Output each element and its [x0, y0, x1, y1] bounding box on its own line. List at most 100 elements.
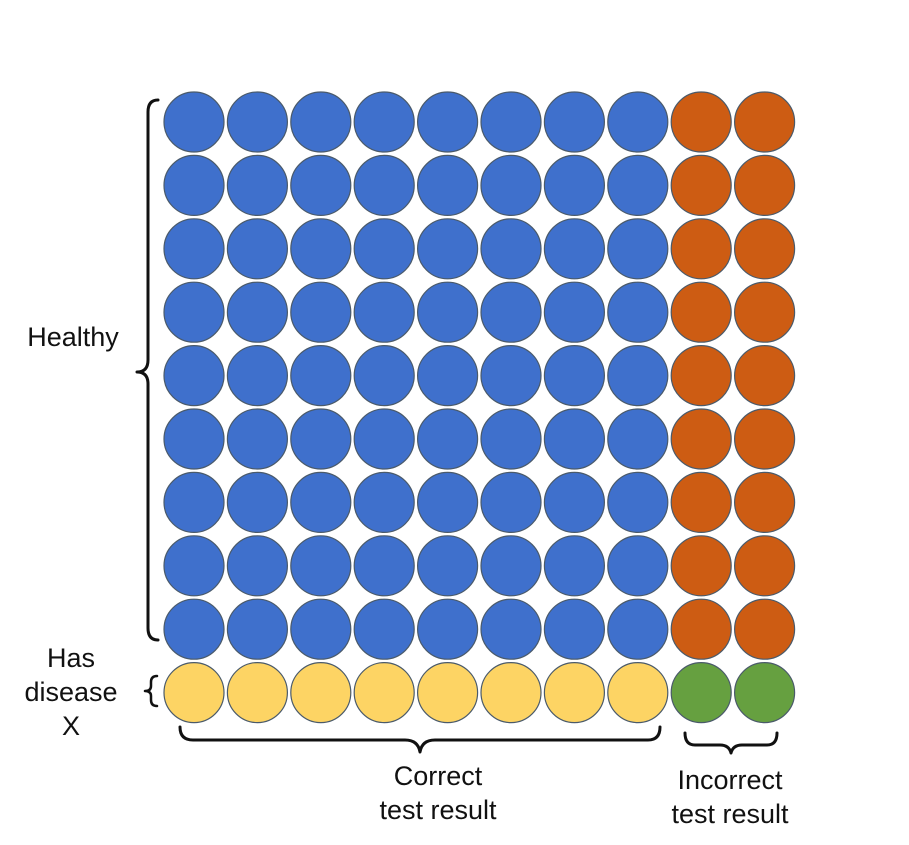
healthy-correct-dot	[543, 218, 606, 280]
healthy-correct-dot	[607, 345, 669, 407]
healthy-correct-dot	[480, 345, 542, 407]
healthy-correct-dot	[290, 408, 352, 470]
healthy-correct-dot	[226, 345, 288, 407]
healthy-incorrect-dot	[670, 154, 732, 216]
incorrect-result-label: Incorrect test result	[640, 763, 820, 831]
correct-result-label-line-2: test result	[379, 795, 497, 825]
disease-correct-dot	[607, 661, 669, 724]
healthy-incorrect-dot	[670, 471, 732, 533]
healthy-incorrect-dot	[733, 154, 796, 216]
healthy-correct-dot	[290, 281, 352, 343]
healthy-incorrect-dot	[670, 598, 732, 660]
disease-correct-dot	[480, 661, 542, 724]
healthy-correct-dot	[417, 535, 479, 597]
disease-incorrect-dot	[733, 661, 796, 724]
healthy-incorrect-dot	[733, 408, 796, 470]
healthy-incorrect-dot	[733, 345, 796, 407]
has-disease-label-line-2: disease	[24, 677, 118, 707]
disease-correct-dot	[417, 661, 479, 724]
healthy-correct-dot	[480, 535, 542, 597]
healthy-incorrect-dot	[670, 535, 732, 597]
healthy-correct-dot	[607, 408, 669, 470]
correct-result-label: Correct test result	[338, 759, 538, 827]
disease-correct-dot	[163, 661, 225, 724]
healthy-correct-dot	[226, 218, 288, 280]
healthy-correct-dot	[163, 598, 225, 660]
healthy-correct-dot	[417, 598, 479, 660]
braces	[135, 98, 779, 755]
healthy-correct-dot	[290, 598, 352, 660]
healthy-correct-dot	[353, 535, 415, 597]
healthy-correct-dot	[543, 471, 606, 533]
healthy-correct-dot	[226, 154, 288, 216]
healthy-correct-dot	[353, 408, 415, 470]
healthy-correct-dot	[290, 91, 352, 153]
healthy-correct-dot	[226, 598, 288, 660]
healthy-correct-dot	[290, 535, 352, 597]
healthy-correct-dot	[480, 218, 542, 280]
healthy-correct-dot	[607, 154, 669, 216]
healthy-correct-dot	[163, 218, 225, 280]
healthy-correct-dot	[480, 91, 542, 153]
dot-grid	[163, 91, 796, 724]
correct-result-label-line-1: Correct	[393, 761, 483, 791]
disease-incorrect-dot	[670, 661, 732, 724]
has-disease-label-line-3: X	[61, 711, 80, 741]
healthy-incorrect-dot	[670, 408, 732, 470]
healthy-correct-dot	[163, 535, 225, 597]
healthy-correct-dot	[480, 408, 542, 470]
disease-correct-dot	[353, 661, 415, 724]
healthy-correct-dot	[290, 345, 352, 407]
healthy-correct-dot	[353, 281, 415, 343]
incorrect-result-brace	[683, 731, 779, 755]
healthy-correct-dot	[480, 281, 542, 343]
healthy-correct-dot	[543, 345, 606, 407]
healthy-incorrect-dot	[733, 91, 796, 153]
healthy-incorrect-dot	[670, 281, 732, 343]
healthy-correct-dot	[226, 91, 288, 153]
healthy-correct-dot	[543, 91, 606, 153]
healthy-correct-dot	[607, 535, 669, 597]
healthy-correct-dot	[543, 281, 606, 343]
healthy-correct-dot	[417, 345, 479, 407]
healthy-label: Healthy	[8, 320, 138, 354]
incorrect-result-label-line-1: Incorrect	[677, 765, 783, 795]
disease-correct-dot	[290, 661, 352, 724]
healthy-correct-dot	[543, 598, 606, 660]
has-disease-label: Has disease X	[8, 641, 134, 743]
healthy-correct-dot	[607, 471, 669, 533]
healthy-correct-dot	[607, 281, 669, 343]
healthy-correct-dot	[417, 218, 479, 280]
disease-correct-dot	[543, 661, 606, 724]
healthy-correct-dot	[543, 535, 606, 597]
healthy-correct-dot	[163, 154, 225, 216]
healthy-correct-dot	[163, 91, 225, 153]
healthy-correct-dot	[226, 471, 288, 533]
healthy-correct-dot	[226, 408, 288, 470]
healthy-correct-dot	[353, 91, 415, 153]
has-disease-label-line-1: Has	[46, 643, 95, 673]
disease-correct-dot	[226, 661, 288, 724]
healthy-correct-dot	[417, 281, 479, 343]
healthy-correct-dot	[480, 471, 542, 533]
healthy-correct-dot	[543, 154, 606, 216]
healthy-correct-dot	[353, 598, 415, 660]
healthy-correct-dot	[163, 281, 225, 343]
healthy-correct-dot	[417, 154, 479, 216]
healthy-correct-dot	[480, 154, 542, 216]
healthy-incorrect-dot	[670, 218, 732, 280]
healthy-correct-dot	[226, 281, 288, 343]
healthy-correct-dot	[543, 408, 606, 470]
healthy-brace	[135, 98, 160, 642]
healthy-incorrect-dot	[733, 218, 796, 280]
healthy-correct-dot	[607, 91, 669, 153]
healthy-correct-dot	[290, 218, 352, 280]
healthy-correct-dot	[480, 598, 542, 660]
healthy-correct-dot	[163, 345, 225, 407]
healthy-correct-dot	[607, 598, 669, 660]
healthy-correct-dot	[353, 471, 415, 533]
healthy-incorrect-dot	[670, 91, 732, 153]
healthy-correct-dot	[226, 535, 288, 597]
healthy-correct-dot	[353, 345, 415, 407]
